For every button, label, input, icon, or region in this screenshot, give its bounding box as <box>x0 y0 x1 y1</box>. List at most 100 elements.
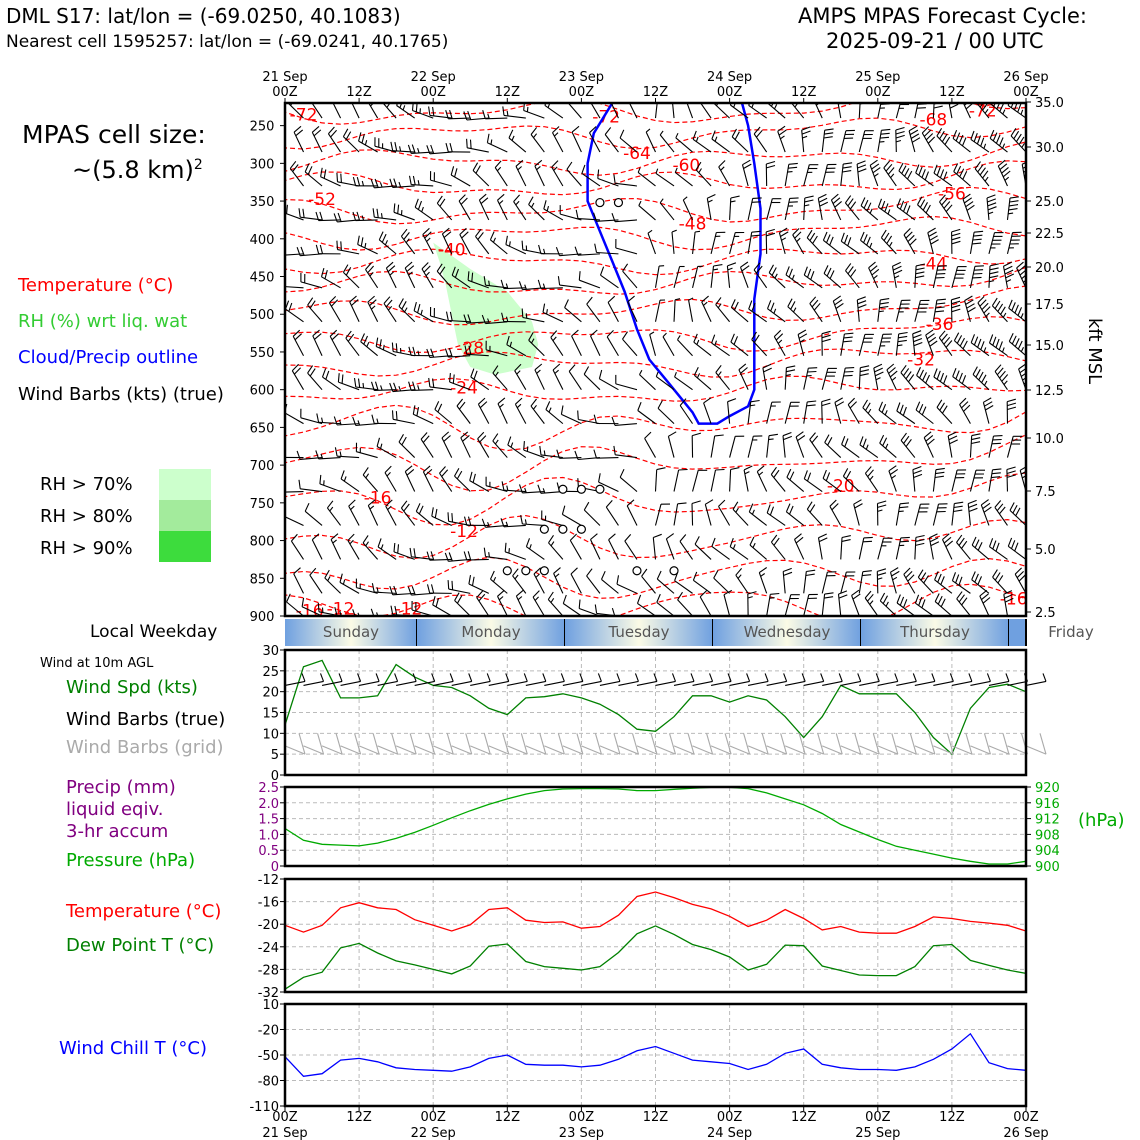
wind-barb-flag <box>947 431 957 437</box>
wind-barb-flag <box>295 129 304 137</box>
wind-barb-flag <box>981 302 989 310</box>
wind-barb-half-flag <box>387 305 393 311</box>
wind-barb-flag <box>361 134 365 144</box>
wind-barb-flag <box>973 133 978 142</box>
weekday-band <box>417 619 565 646</box>
wind-barb-staff <box>586 575 601 594</box>
surface-barb-true <box>933 680 954 686</box>
temperature-tick-label: -12 <box>258 873 279 888</box>
wind-barb-half-flag <box>376 418 379 424</box>
wind-barb-flag <box>1003 265 1013 271</box>
wind-barb-staff <box>545 409 564 425</box>
wind-barb-flag <box>953 505 963 509</box>
wind-barb-flag <box>352 609 356 616</box>
wind-barb-staff <box>713 577 730 594</box>
wind-barb-flag <box>948 435 958 441</box>
wind-barb-flag <box>521 308 524 318</box>
wind-barb-staff <box>738 369 749 390</box>
wind-barb-flag <box>804 199 814 203</box>
wind-barb-half-flag <box>737 574 742 579</box>
wind-barb-staff <box>285 184 286 186</box>
wind-barb-half-flag <box>703 301 708 306</box>
temperature-contour-label: -32 <box>907 351 935 371</box>
wind-barb-flag <box>901 165 907 174</box>
wind-barb-flag <box>347 533 355 541</box>
wind-barb-flag <box>298 479 301 489</box>
wind-barb-flag <box>920 572 927 581</box>
wind-barb-flag <box>940 598 946 608</box>
wind-barb-flag <box>393 542 396 552</box>
wind-barb-staff <box>969 232 975 254</box>
wind-barb-flag <box>417 200 423 210</box>
wind-barb-flag <box>480 197 489 205</box>
wind-barb-staff <box>367 301 379 323</box>
weekday-band <box>1009 619 1026 646</box>
wind-barb-flag <box>943 171 948 181</box>
wind-barb-flag <box>863 234 868 243</box>
surface-barb-grid-flag <box>1002 733 1010 755</box>
wind-barb-flag <box>417 303 421 313</box>
wind-barb-flag <box>956 335 963 344</box>
wind-barb-staff <box>508 137 527 153</box>
wind-barb-flag <box>599 266 605 276</box>
surface-barb-true-flag <box>338 673 343 682</box>
wind-barb-flag <box>847 237 852 246</box>
wind-barb-flag <box>979 299 987 307</box>
wind-barb-staff <box>803 164 810 187</box>
wind-barb-staff <box>803 571 807 594</box>
wind-barb-half-flag <box>662 332 667 338</box>
wind-barb-half-flag <box>361 180 365 187</box>
wind-barb-flag <box>859 369 870 373</box>
wind-barb-staff <box>413 413 434 425</box>
wind-barb-flag <box>371 583 375 593</box>
wind-barb-flag <box>788 166 798 169</box>
wind-barb-flag <box>788 162 798 165</box>
surface-barb-true <box>951 680 973 686</box>
wind-barb-staff <box>552 132 564 153</box>
surface-barb-true <box>673 680 695 686</box>
wind-barb-flag <box>403 503 410 512</box>
surface-barb-grid-flag <box>983 733 991 755</box>
wind-barb-half-flag <box>804 204 810 207</box>
wind-barb-flag <box>903 435 910 444</box>
wind-barb-flag <box>899 596 905 606</box>
wind-barb-flag <box>797 329 807 335</box>
wind-barb-staff <box>326 507 342 526</box>
top-hour-label: 12Z <box>791 85 817 100</box>
wind-barb-flag <box>730 333 735 343</box>
wind-barb-staff <box>309 574 323 594</box>
wind-barb-flag <box>935 471 945 475</box>
wind-barb-flag <box>998 341 1003 351</box>
wind-barb-flag <box>919 369 924 379</box>
wind-barb-flag <box>797 435 806 442</box>
wind-barb-staff <box>349 301 360 323</box>
wind-barb-staff <box>477 403 490 424</box>
surface-barb-grid-flag <box>1039 733 1047 755</box>
top-hour-label: 00Z <box>865 85 891 100</box>
surface-barb-true-flag <box>394 673 399 682</box>
wind-barb-flag <box>992 132 998 142</box>
wind-barb-flag <box>1003 590 1013 595</box>
wind-barb-flag <box>296 450 301 460</box>
wind-barb-flag <box>613 174 616 184</box>
wind-barb-staff <box>614 219 638 223</box>
temperature-isotherm <box>285 215 1026 251</box>
wind-barb-flag <box>1007 537 1013 547</box>
wind-barb-flag <box>857 164 867 169</box>
wind-barb-half-flag <box>550 598 555 603</box>
wind-barb-half-flag <box>707 199 713 203</box>
wind-barb-flag <box>436 263 443 272</box>
wind-barb-flag <box>997 159 1006 167</box>
wind-barb-half-flag <box>516 403 522 409</box>
legend-rh80: RH > 80% <box>40 506 133 527</box>
wind-barb-flag <box>1017 340 1023 350</box>
wind-barb-flag <box>915 275 925 279</box>
wind-barb-flag <box>413 548 416 558</box>
wind-barb-flag <box>324 569 330 579</box>
wind-barb-staff <box>710 232 717 255</box>
wind-barb-flag <box>571 329 579 337</box>
wind-barb-flag <box>437 403 443 413</box>
surface-barb-true <box>655 680 676 686</box>
wind-barb-flag <box>622 263 629 272</box>
surface-barb-grid-flag <box>928 733 936 755</box>
